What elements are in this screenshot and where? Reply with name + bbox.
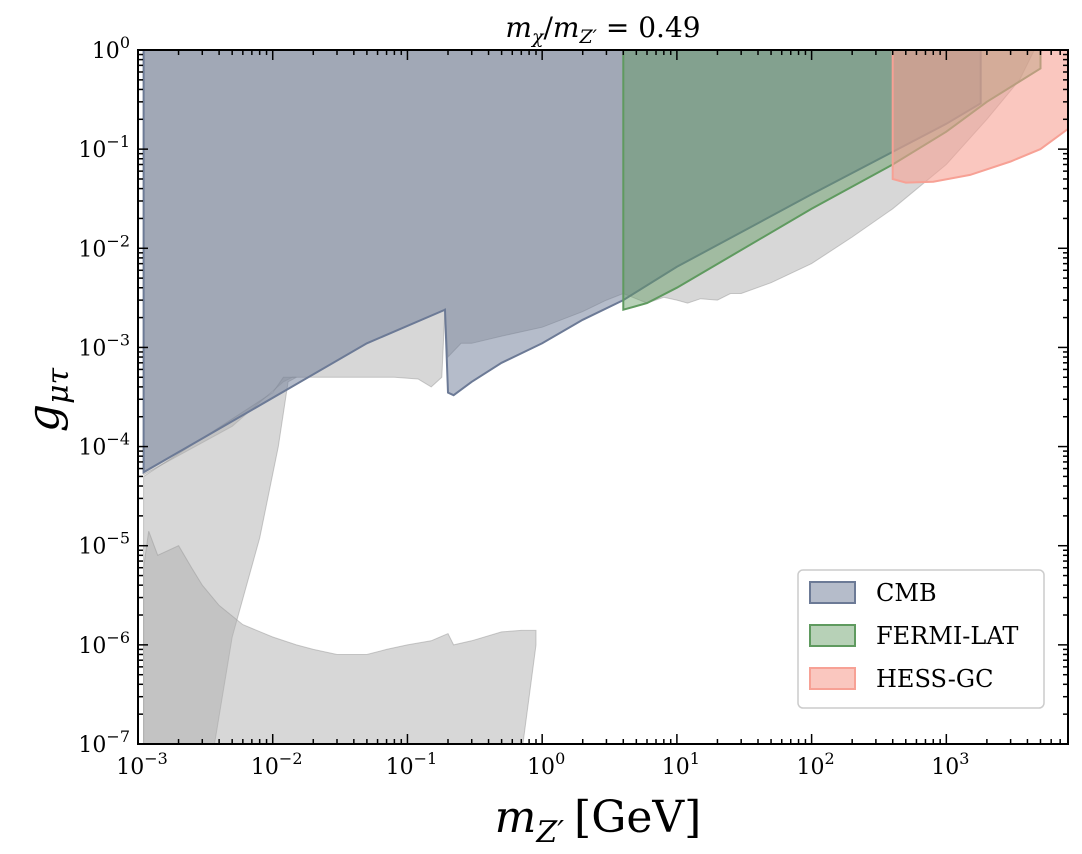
y-axis-label: gμτ — [18, 367, 76, 432]
legend: CMB FERMI-LAT HESS-GC — [797, 569, 1045, 709]
background-region-3 — [143, 531, 537, 744]
legend-label: HESS-GC — [876, 665, 993, 693]
x-tick-label: 103 — [931, 749, 969, 780]
y-tick-label: 10−6 — [78, 628, 130, 659]
x-tick-label: 101 — [662, 749, 700, 780]
legend-swatch — [809, 581, 856, 604]
x-tick-label: 10−1 — [386, 749, 438, 780]
x-tick-label: 10−2 — [251, 749, 303, 780]
series-region-hess-gc — [891, 50, 1068, 184]
chart-title: mχ/mZ′ = 0.49 — [505, 11, 700, 48]
y-tick-label: 10−4 — [78, 430, 130, 461]
x-axis-label: mZ′ [GeV] — [495, 792, 702, 850]
legend-item-hess-gc: HESS-GC — [809, 665, 993, 693]
axes — [137, 49, 1069, 745]
x-tick-label: 102 — [797, 749, 835, 780]
y-tick-label: 10−1 — [78, 132, 130, 163]
legend-swatch — [809, 624, 856, 647]
y-tick-label: 10−2 — [78, 231, 130, 262]
legend-item-fermi-lat: FERMI-LAT — [809, 622, 1018, 650]
legend-frame — [797, 569, 1045, 709]
y-tick-label: 100 — [92, 33, 130, 64]
plot-frame — [137, 49, 1069, 745]
legend-label: FERMI-LAT — [876, 622, 1018, 650]
y-tick-label: 10−7 — [78, 727, 130, 758]
plot-area — [142, 50, 1068, 744]
tick-labels: 10−3 10−2 10−1 100 101 102 103 10−7 10−6 10−5 10−4… — [78, 33, 969, 780]
legend-swatch — [809, 667, 856, 690]
y-tick-label: 10−3 — [78, 330, 130, 361]
legend-label: CMB — [876, 579, 937, 607]
x-tick-label: 100 — [527, 749, 565, 780]
x-tick-label: 10−3 — [116, 749, 168, 780]
legend-item-cmb: CMB — [809, 579, 937, 607]
axis-ticks — [137, 49, 1069, 745]
y-tick-label: 10−5 — [78, 529, 130, 560]
